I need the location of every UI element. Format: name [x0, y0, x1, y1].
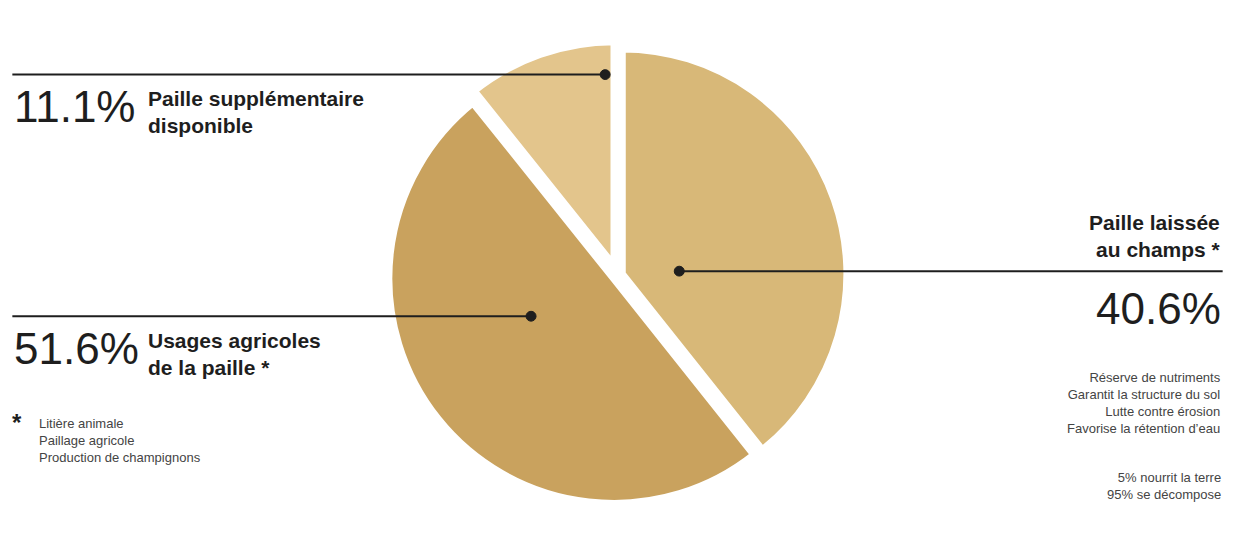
- svg-text:11.1%: 11.1%: [14, 82, 136, 131]
- svg-text:Usages agricolesde la paille *: Usages agricolesde la paille *: [148, 329, 321, 379]
- svg-text:40.6%: 40.6%: [1096, 284, 1221, 333]
- svg-text:*: *: [12, 409, 22, 436]
- svg-text:Réserve de nutrimentsGarantit: Réserve de nutrimentsGarantit la structu…: [1067, 370, 1221, 436]
- svg-text:Paille supplémentairedisponibl: Paille supplémentairedisponible: [148, 87, 364, 137]
- svg-text:51.6%: 51.6%: [14, 324, 139, 373]
- svg-text:Paille laisséeau champs *: Paille laisséeau champs *: [1089, 211, 1221, 261]
- svg-text:5% nourrit la terre95% se déco: 5% nourrit la terre95% se décompose: [1107, 470, 1221, 502]
- svg-text:Litière animalePaillage agrico: Litière animalePaillage agricoleProducti…: [39, 416, 201, 465]
